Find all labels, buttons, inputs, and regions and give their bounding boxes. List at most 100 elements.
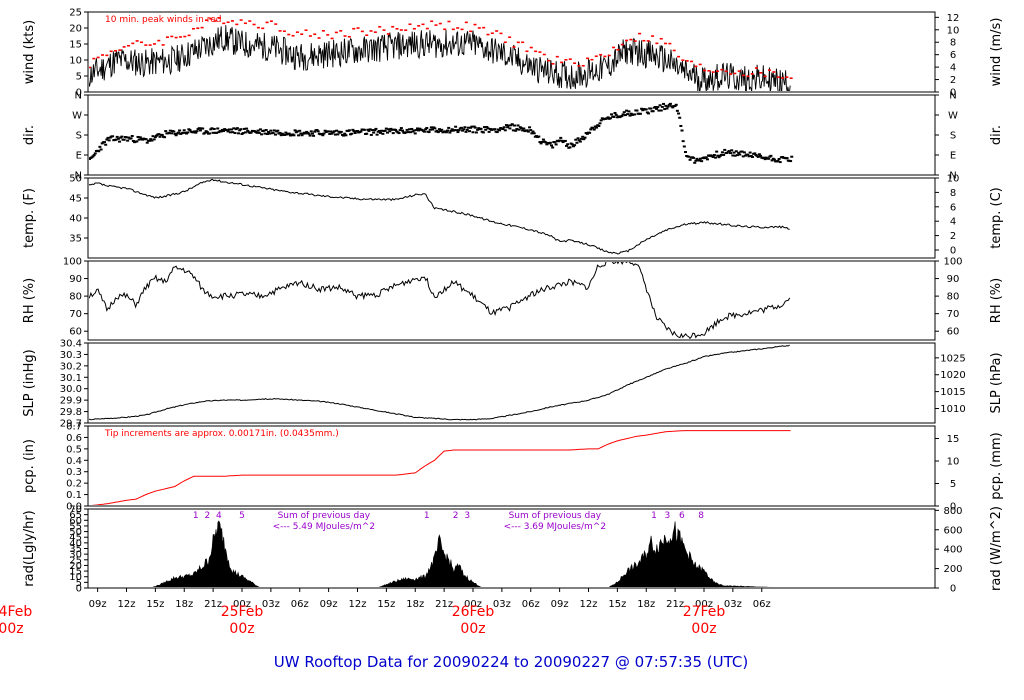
x-tick-label: 03z xyxy=(724,599,742,610)
dir-point xyxy=(464,130,468,133)
dir-point xyxy=(410,127,414,130)
dir-point xyxy=(334,133,338,136)
dir-point xyxy=(668,102,672,105)
dir-point xyxy=(394,128,398,131)
dir-point xyxy=(436,131,440,134)
dir-point xyxy=(748,151,752,154)
dir-point xyxy=(422,130,426,133)
dir-point xyxy=(537,135,541,138)
dir-point xyxy=(704,156,708,159)
dir-point xyxy=(131,139,135,142)
rad-hour-marker: 1 xyxy=(651,511,657,521)
dir-point xyxy=(217,131,221,134)
dir-point xyxy=(692,156,696,159)
dir-point xyxy=(655,107,659,110)
dir-point xyxy=(234,128,238,131)
dir-point xyxy=(385,131,389,134)
x-tick-label: 21z xyxy=(204,599,222,610)
dir-point xyxy=(446,129,450,132)
dir-point xyxy=(487,130,491,133)
slp-line xyxy=(89,344,790,421)
dir-point xyxy=(375,133,379,136)
dir-point xyxy=(130,134,134,137)
dir-point xyxy=(454,125,458,128)
dir-point xyxy=(539,142,543,145)
dir-point xyxy=(99,148,103,151)
dir-point xyxy=(560,139,564,142)
dir-point xyxy=(484,128,488,131)
dir-point xyxy=(571,145,575,148)
dir-point xyxy=(260,133,264,136)
dir-point xyxy=(755,154,759,157)
dir-point xyxy=(437,128,441,131)
dir-ytick-label: S xyxy=(76,131,82,142)
dir-point xyxy=(120,135,124,138)
dir-point xyxy=(329,130,333,133)
dir-point xyxy=(641,109,645,112)
dir-point xyxy=(541,138,545,141)
rad-daily-sum-label: Sum of previous day xyxy=(278,511,371,521)
dir-point xyxy=(362,128,366,131)
dir-point xyxy=(381,132,385,135)
dir-point xyxy=(526,130,530,133)
dir-point xyxy=(563,139,567,142)
dir-point xyxy=(267,131,271,134)
rh-right-ytick-label: 100 xyxy=(943,257,962,268)
dir-point xyxy=(657,109,661,112)
dir-point xyxy=(380,129,384,132)
dir-point xyxy=(164,130,168,133)
dir-point xyxy=(508,127,512,130)
dir-point xyxy=(462,128,466,131)
dir-point xyxy=(744,154,748,157)
dir-point xyxy=(463,126,467,129)
dir-point xyxy=(693,161,697,164)
dir-point xyxy=(405,128,409,131)
rad-ytick-label: 50 xyxy=(69,527,82,538)
dir-point xyxy=(351,128,355,131)
x-tick-label: 18z xyxy=(175,599,193,610)
dir-point xyxy=(583,136,587,139)
dir-point xyxy=(662,102,666,105)
dir-point xyxy=(582,138,586,141)
dir-right-ytick-label: N xyxy=(949,91,956,102)
dir-point xyxy=(230,128,234,131)
dir-point xyxy=(498,129,502,132)
dir-point xyxy=(355,130,359,133)
dir-point xyxy=(369,133,373,136)
dir-point xyxy=(249,131,253,134)
rh-ylabel: RH (%) xyxy=(22,278,37,323)
x-date-label: 27Feb xyxy=(683,604,726,620)
dir-point xyxy=(387,128,391,131)
dir-point xyxy=(757,153,761,156)
dir-point xyxy=(409,131,413,134)
dir-point xyxy=(373,129,377,132)
dir-point xyxy=(544,141,548,144)
dir-point xyxy=(424,128,428,131)
dir-point xyxy=(502,126,506,129)
rh-ylabel-right: RH (%) xyxy=(989,278,1004,323)
slp-ytick-label: 29.8 xyxy=(60,407,82,418)
dir-point xyxy=(656,106,660,109)
dir-point xyxy=(429,126,433,129)
dir-point xyxy=(716,154,720,157)
pcp-annotation: Tip increments are approx. 0.00171in. (0… xyxy=(104,429,339,439)
dir-point xyxy=(212,127,216,130)
dir-point xyxy=(521,129,525,132)
dir-point xyxy=(514,129,518,132)
slp-ytick-label: 30.4 xyxy=(60,339,82,350)
dir-point xyxy=(629,112,633,115)
dir-data xyxy=(89,102,794,164)
dir-point xyxy=(447,126,451,129)
wind-ytick-label: 10 xyxy=(69,56,82,67)
wind-ytick-label: 5 xyxy=(76,72,82,83)
pcp-ytick-label: 0.2 xyxy=(66,479,82,490)
dir-point xyxy=(622,111,626,114)
dir-point xyxy=(767,157,771,160)
dir-right-ytick-label: N xyxy=(949,171,956,182)
dir-point xyxy=(529,129,533,132)
dir-point xyxy=(332,130,336,133)
wind-ytick-label: 0 xyxy=(76,88,82,99)
dir-point xyxy=(239,128,243,131)
x-tick-label: 03z xyxy=(262,599,280,610)
temp-right-ytick-label: 0 xyxy=(950,246,956,257)
